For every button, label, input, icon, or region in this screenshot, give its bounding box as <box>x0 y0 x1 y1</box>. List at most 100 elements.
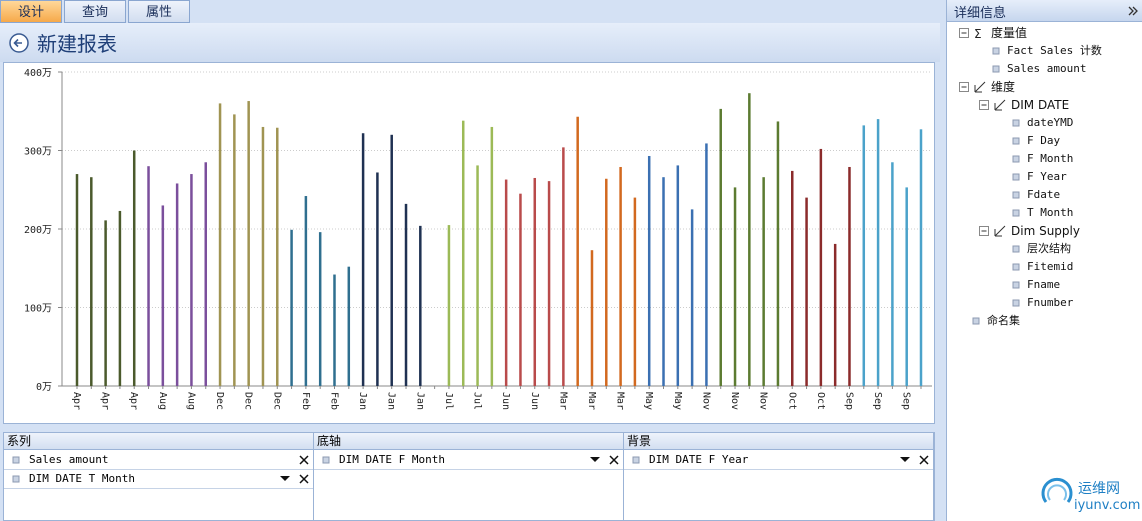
tree-node[interactable]: Fnumber <box>1027 296 1074 309</box>
y-tick-label: 100万 <box>24 304 52 315</box>
x-tick-label: Sep <box>901 392 912 410</box>
expand-toggle[interactable] <box>957 26 971 40</box>
tree-node[interactable]: Sales amount <box>1007 62 1087 75</box>
node-icon <box>994 99 1006 111</box>
field-column: 系列 Sales amount DIM DATE T Month <box>4 433 314 520</box>
tree-node[interactable]: F Day <box>1027 134 1061 147</box>
bar <box>347 266 351 386</box>
node-icon <box>1012 173 1020 181</box>
field-title: 底轴 <box>314 433 623 450</box>
field-item[interactable]: DIM DATE F Month <box>314 451 623 470</box>
x-tick-label: Apr <box>128 392 139 410</box>
bar <box>419 225 422 386</box>
bar <box>233 114 236 386</box>
svg-text:Σ: Σ <box>974 27 982 40</box>
dropdown[interactable] <box>898 453 912 467</box>
tab[interactable]: 设计 <box>0 0 62 23</box>
tree-node[interactable]: dateYMD <box>1027 116 1074 129</box>
field-item[interactable]: DIM DATE T Month <box>4 470 313 489</box>
bar <box>533 177 537 386</box>
expand-toggle[interactable] <box>977 98 991 112</box>
back-button[interactable] <box>8 32 30 54</box>
bar <box>547 181 551 386</box>
x-tick-label: Jun <box>529 392 540 410</box>
bar <box>705 143 708 386</box>
x-tick-label: Jul <box>443 392 454 410</box>
bar <box>848 166 851 386</box>
bar <box>519 193 522 386</box>
x-tick-label: Nov <box>729 392 740 410</box>
tab[interactable]: 查询 <box>64 0 126 23</box>
details-header: 详细信息 <box>947 0 1142 22</box>
dropdown[interactable] <box>278 472 292 486</box>
x-tick-label: Aug <box>157 392 168 410</box>
bar <box>919 129 923 386</box>
x-tick-label: Sep <box>872 392 883 410</box>
tree-node[interactable]: Fitemid <box>1027 260 1074 273</box>
item-icon <box>12 475 20 483</box>
x-tick-label: Jan <box>386 392 397 410</box>
watermark-logo <box>1041 477 1073 503</box>
node-icon <box>1012 191 1020 199</box>
bar <box>905 187 908 386</box>
bar <box>304 196 308 386</box>
tree-node[interactable]: F Year <box>1027 170 1067 183</box>
remove-button[interactable] <box>917 453 931 467</box>
x-tick-label: Dec <box>243 392 254 410</box>
remove-button[interactable] <box>297 453 311 467</box>
node-icon <box>972 317 980 325</box>
expand-toggle[interactable] <box>957 80 971 94</box>
node-icon <box>1012 119 1020 127</box>
x-tick-label: Mar <box>615 392 626 410</box>
bar <box>791 170 794 386</box>
remove-button[interactable] <box>297 472 311 486</box>
bar <box>376 172 379 386</box>
x-tick-label: May <box>643 392 654 410</box>
tree-node[interactable]: 命名集 <box>987 314 1020 327</box>
bar <box>104 220 107 386</box>
tree-node[interactable]: DIM DATE <box>1011 98 1070 112</box>
x-tick-label: Nov <box>700 392 711 410</box>
item-icon <box>632 456 640 464</box>
bar <box>862 125 866 386</box>
tree-node[interactable]: T Month <box>1027 206 1074 219</box>
bar <box>361 133 365 386</box>
bar <box>562 147 565 386</box>
bar <box>748 93 751 386</box>
bar <box>190 174 193 386</box>
x-tick-label: Jul <box>472 392 483 410</box>
tree-node[interactable]: F Month <box>1027 152 1074 165</box>
title-bar: 新建报表 <box>0 23 940 62</box>
details-title: 详细信息 <box>954 6 1007 21</box>
tree-node[interactable]: 维度 <box>991 80 1016 94</box>
remove-button[interactable] <box>607 453 621 467</box>
field-item[interactable]: DIM DATE F Year <box>624 451 933 470</box>
field-title: 系列 <box>4 433 313 450</box>
tree-node[interactable]: Fdate <box>1027 188 1061 201</box>
tree-node[interactable]: 度量值 <box>991 26 1028 40</box>
dropdown[interactable] <box>588 453 602 467</box>
tree-node[interactable]: Fname <box>1027 278 1061 291</box>
tree-node[interactable]: 层次结构 <box>1027 242 1071 255</box>
bar <box>719 108 722 386</box>
bar <box>261 126 265 386</box>
collapse-button[interactable] <box>1127 5 1139 17</box>
bar <box>175 183 179 386</box>
field-item[interactable]: Sales amount <box>4 451 313 470</box>
tab[interactable]: 属性 <box>128 0 190 23</box>
x-tick-label: Dec <box>271 392 282 410</box>
node-icon <box>992 65 1000 73</box>
bar <box>218 103 222 387</box>
tree-node[interactable]: Dim Supply <box>1011 224 1080 238</box>
node-icon <box>992 47 1000 55</box>
bar <box>762 177 765 386</box>
bar <box>247 101 250 387</box>
bar <box>891 162 894 386</box>
x-tick-label: Apr <box>100 392 111 410</box>
tree-node[interactable]: Fact Sales 计数 <box>1007 44 1102 57</box>
bar <box>147 166 150 386</box>
expand-toggle[interactable] <box>977 224 991 238</box>
node-icon: Σ <box>974 27 982 40</box>
x-tick-label: Jan <box>414 392 425 410</box>
